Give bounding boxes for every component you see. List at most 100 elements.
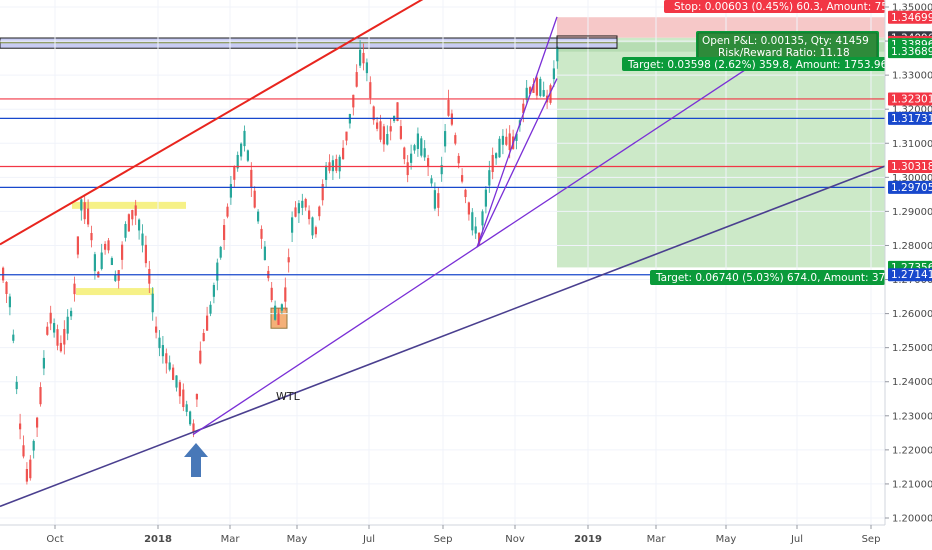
candle-body-151 (515, 133, 518, 141)
candle-body-37 (127, 214, 130, 232)
candle-body-142 (484, 189, 487, 207)
candle-body-63 (216, 262, 219, 281)
candle-body-153 (522, 103, 525, 114)
candle-body-22 (76, 236, 79, 255)
price-tag-label-10: 1.27141 (891, 269, 932, 281)
candle-body-64 (219, 246, 222, 258)
candle-body-55 (189, 411, 192, 425)
candle-body-59 (202, 332, 205, 342)
candle-body-31 (107, 240, 110, 251)
candle-body-162 (552, 68, 555, 80)
candle-body-156 (532, 84, 535, 93)
candle-body-158 (539, 78, 542, 96)
candle-body-54 (185, 404, 188, 412)
candle-body-83 (284, 287, 287, 302)
candle-body-110 (376, 122, 379, 129)
candle-body-35 (121, 244, 124, 260)
candle-body-134 (457, 155, 460, 164)
candle-body-80 (274, 305, 277, 320)
candle-body-149 (508, 133, 511, 151)
candle-body-48 (165, 353, 168, 364)
position-outline (556, 35, 618, 49)
stop-label: Stop: 0.00603 (0.45%) 60.3, Amount: 75 (674, 1, 888, 13)
candle-body-23 (80, 199, 83, 211)
candle-body-108 (369, 82, 372, 99)
candle-body-67 (229, 184, 232, 198)
candle-body-85 (291, 217, 294, 233)
candle-body-82 (280, 304, 283, 311)
candle-body-122 (416, 133, 419, 149)
candle-body-86 (294, 207, 297, 217)
candle-body-45 (155, 326, 158, 333)
candle-body-145 (495, 153, 498, 159)
candle-body-121 (413, 145, 416, 151)
x-tick-label-5: Sep (434, 534, 453, 545)
purple-trendline (192, 46, 781, 436)
candle-body-50 (172, 367, 175, 380)
candle-body-146 (498, 138, 501, 158)
x-tick-label-11: Sep (862, 534, 881, 545)
candle-body-77 (263, 246, 266, 261)
candle-body-8 (29, 459, 32, 479)
price-tag-label-6: 1.31731 (891, 113, 932, 125)
y-tick-label-13: 1.22000 (892, 445, 932, 456)
candle-body-124 (423, 148, 426, 158)
candle-body-125 (427, 158, 430, 167)
candle-body-42 (144, 244, 147, 264)
candle-body-132 (450, 113, 453, 125)
candle-body-104 (355, 72, 358, 87)
candle-body-66 (226, 206, 229, 217)
candle-body-100 (342, 147, 345, 160)
candle-body-70 (240, 143, 243, 157)
candle-body-135 (461, 175, 464, 182)
x-tick-label-6: Nov (505, 534, 525, 545)
candle-body-68 (233, 166, 236, 180)
candle-body-98 (335, 158, 338, 171)
candle-body-73 (250, 169, 253, 188)
price-tag-7 (888, 160, 932, 174)
candle-body-81 (277, 313, 280, 325)
candle-body-148 (505, 136, 508, 145)
y-tick-label-6: 1.29000 (892, 207, 932, 218)
candle-body-117 (399, 126, 402, 139)
x-tick-label-3: May (287, 534, 308, 545)
candle-body-138 (471, 212, 474, 231)
candle-body-47 (161, 345, 164, 357)
x-tick-label-0: Oct (46, 534, 63, 545)
candle-body-99 (338, 156, 341, 172)
candle-body-53 (182, 389, 185, 408)
candle-body-52 (178, 382, 181, 397)
y-tick-label-7: 1.28000 (892, 241, 932, 252)
candle-body-65 (223, 225, 226, 241)
y-tick-label-0: 1.35000 (892, 3, 932, 14)
stop-label-box (664, 0, 885, 13)
price-tag-8 (888, 180, 932, 194)
candle-body-71 (243, 130, 246, 147)
candle-body-118 (403, 147, 406, 160)
candle-body-36 (124, 223, 127, 238)
candle-body-16 (56, 329, 59, 346)
candle-body-137 (467, 202, 470, 215)
target2-label: Target: 0.06740 (5.03%) 674.0, Amount: 3… (655, 272, 892, 284)
candle-body-69 (236, 154, 239, 169)
target1-box (622, 57, 886, 71)
candle-body-40 (138, 219, 141, 231)
candle-body-20 (70, 310, 73, 317)
price-tag-5 (888, 92, 932, 106)
candle-body-101 (345, 131, 348, 141)
candle-body-127 (433, 190, 436, 209)
target2-box (650, 270, 885, 285)
candle-body-157 (535, 77, 538, 96)
price-tag-label-5: 1.32301 (891, 93, 932, 105)
candle-body-11 (39, 387, 42, 405)
y-tick-label-14: 1.21000 (892, 479, 932, 490)
risk-reward-text: Risk/Reward Ratio: 11.18 (718, 47, 850, 59)
candle-body-6 (22, 445, 25, 457)
yellow-zone-upper (72, 201, 186, 209)
candle-body-13 (46, 326, 49, 335)
candle-body-38 (131, 210, 134, 220)
candle-body-107 (365, 62, 368, 74)
candle-body-89 (304, 198, 307, 208)
